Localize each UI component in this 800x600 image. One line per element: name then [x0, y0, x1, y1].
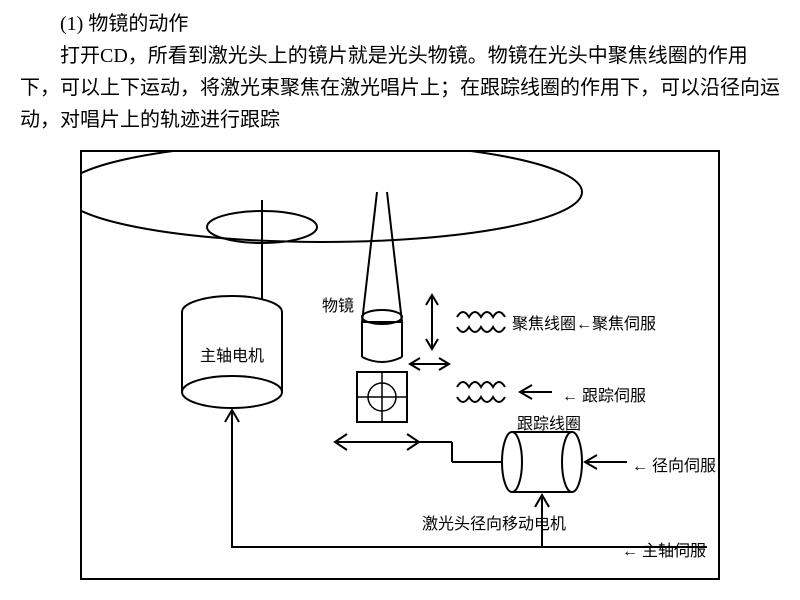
- cd-servo-diagram: 物镜 主轴电机 聚焦线圈←聚焦伺服 ← 跟踪伺服 跟踪线圈 ← 径向伺服 激光头…: [80, 150, 720, 580]
- label-spindle-motor: 主轴电机: [200, 342, 264, 366]
- label-track-coil: 跟踪线圈: [517, 410, 581, 434]
- arrow-left-icon-3: ←: [632, 458, 648, 475]
- arrow-left-icon: ←: [576, 316, 592, 333]
- heading: (1) 物镜的动作: [20, 8, 780, 40]
- label-spindle-servo: 主轴伺服: [642, 543, 706, 560]
- paragraph: 打开CD，所看到激光头上的镜片就是光头物镜。物镜在光头中聚焦线圈的作用下，可以上…: [20, 40, 780, 136]
- label-track-servo: 跟踪伺服: [582, 388, 646, 405]
- label-track-servo-line: ← 跟踪伺服: [562, 382, 646, 406]
- diagram-svg: [82, 152, 722, 582]
- text-block: (1) 物镜的动作 打开CD，所看到激光头上的镜片就是光头物镜。物镜在光头中聚焦…: [20, 8, 780, 136]
- label-radial-motor: 激光头径向移动电机: [422, 510, 566, 534]
- label-radial-servo: 径向伺服: [652, 458, 716, 475]
- arrow-left-icon-4: ←: [622, 543, 638, 560]
- label-spindle-servo-line: ← 主轴伺服: [622, 537, 706, 561]
- label-focus-coil: 聚焦线圈: [512, 316, 576, 333]
- label-radial-servo-line: ← 径向伺服: [632, 452, 716, 476]
- arrow-left-icon-2: ←: [562, 388, 578, 405]
- label-focus-line: 聚焦线圈←聚焦伺服: [512, 310, 656, 334]
- label-focus-servo: 聚焦伺服: [592, 316, 656, 333]
- label-objective-lens: 物镜: [322, 292, 354, 316]
